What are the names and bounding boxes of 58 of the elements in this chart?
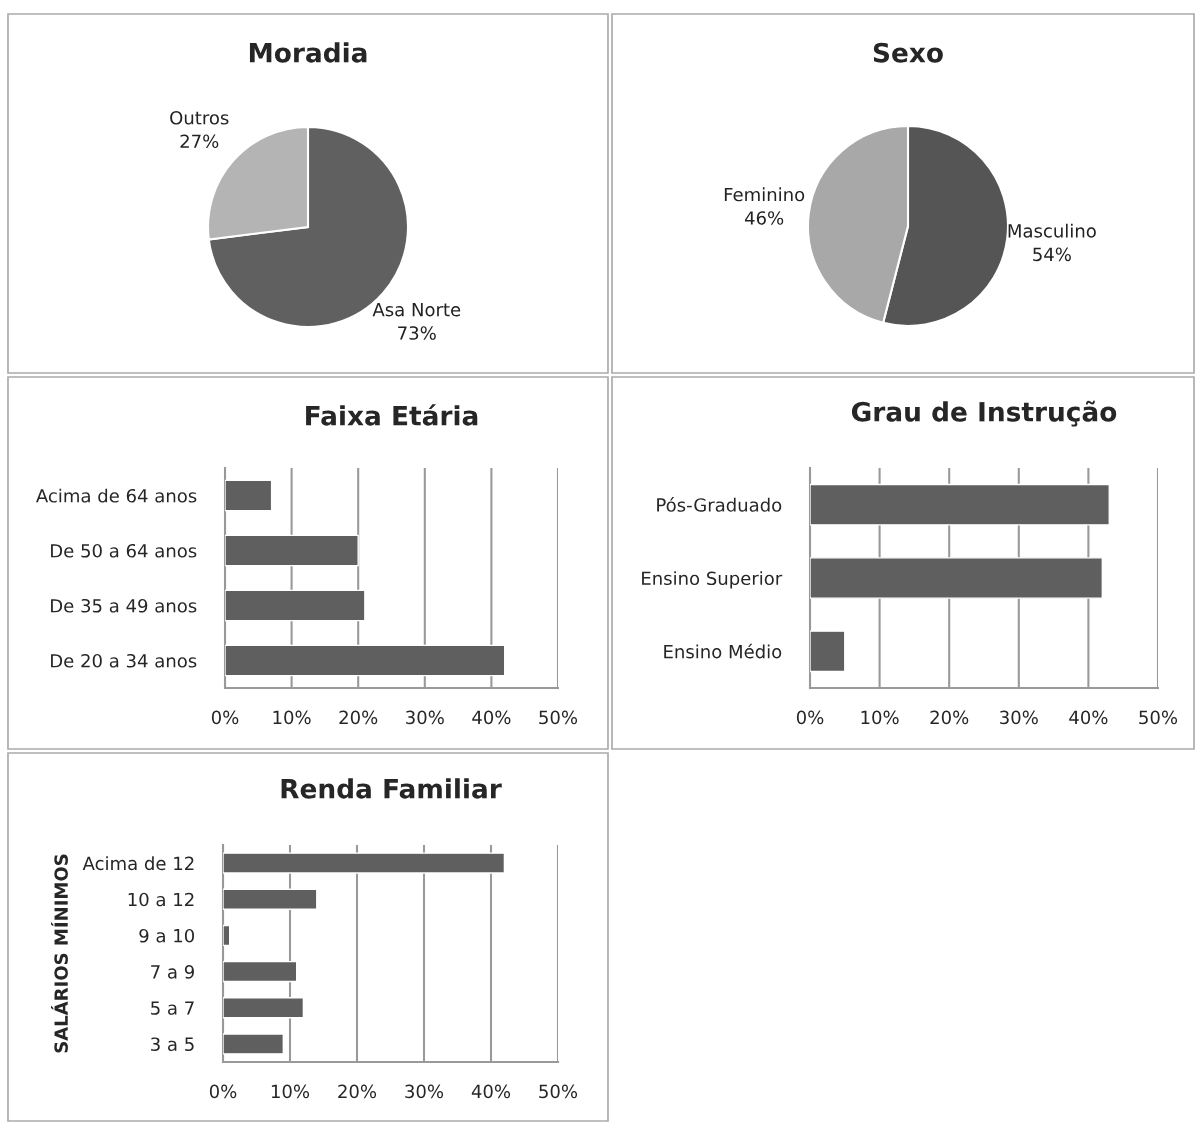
slice-label: Feminino [724,187,805,202]
y-axis-title: SALÁRIOS MÍNIMOS [51,854,68,1053]
y-tick-label: De 50 a 64 anos [51,543,197,558]
y-tick-label: Ensino Superior [642,571,783,589]
y-tick-label: Acima de 12 [82,856,194,871]
bar [225,534,359,567]
chart-title: Renda Familiar [281,778,502,799]
x-tick-label: 30% [405,1084,444,1099]
bar [810,483,1110,526]
y-tick-label: Ensino Médio [664,643,782,659]
bar [810,557,1104,599]
bar [223,852,506,874]
data-label: 73% [398,326,436,340]
y-tick-label: 10 a 12 [128,892,194,907]
x-tick-label: 50% [539,1084,578,1099]
x-tick-label: 40% [471,1084,511,1099]
y-tick-label: 5 a 7 [151,1001,194,1015]
x-tick-label: 0% [209,1084,237,1099]
x-tick-label: 40% [472,710,511,725]
x-tick-label: 30% [1000,710,1038,725]
y-tick-label: 9 a 10 [139,928,195,943]
bar [225,589,366,622]
bar [223,888,318,910]
bar [223,997,305,1019]
y-tick-label: 7 a 9 [151,965,194,979]
slice-label: Outros [170,110,229,125]
x-tick-label: 10% [273,710,311,725]
x-tick-label: 40% [1069,710,1108,725]
data-label: 46% [744,211,784,225]
x-tick-label: 20% [339,710,378,725]
y-tick-label: Pós-Graduado [657,497,782,512]
bar [223,1033,284,1055]
x-tick-label: 0% [211,710,239,725]
bar [225,479,273,512]
slice-label: Masculino [1008,223,1096,238]
x-tick-label: 10% [271,1084,310,1099]
y-tick-label: De 20 a 34 anos [51,653,197,668]
data-label: 54% [1033,247,1071,262]
x-tick-label: 20% [338,1084,377,1099]
x-tick-label: 30% [406,710,444,725]
chart-title: Sexo [873,42,943,63]
y-tick-label: Acima de 64 anos [36,488,197,503]
bar [810,630,846,673]
data-label: 27% [180,134,219,149]
chart-title: Grau de Instrução [851,400,1117,427]
x-tick-label: 50% [539,710,578,725]
chart-title: Moradia [249,42,367,63]
bar [223,924,231,947]
y-tick-label: De 35 a 49 anos [51,598,197,613]
chart-title: Faixa Etária [306,404,478,426]
x-tick-label: 10% [861,710,899,725]
bar [223,960,298,983]
x-tick-label: 20% [930,710,969,725]
x-tick-label: 50% [1139,710,1178,725]
slice-label: Asa Norte [372,302,461,317]
bar [225,644,506,677]
y-tick-label: 3 a 5 [151,1037,194,1052]
x-tick-label: 0% [796,710,824,725]
